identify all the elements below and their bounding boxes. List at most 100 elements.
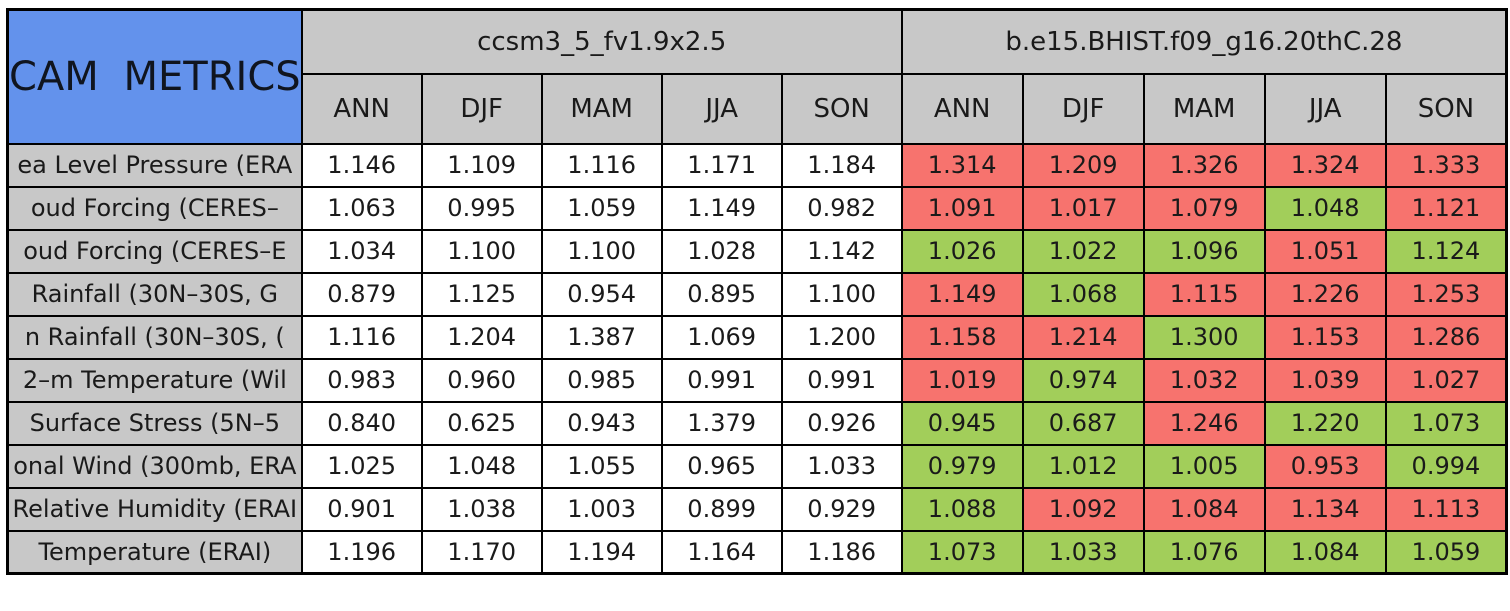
metric-row-label: Temperature (ERAI) [6, 529, 303, 575]
cam-metrics-table-wrap: CAM METRICS ccsm3_5_fv1.9x2.5 b.e15.BHIS… [6, 8, 1509, 575]
metric-value-cell: 1.063 [300, 185, 423, 231]
metric-value-cell: 1.200 [780, 314, 903, 360]
model-header-1: ccsm3_5_fv1.9x2.5 [300, 8, 903, 75]
metric-value-cell: 1.158 [900, 314, 1024, 360]
metric-value-cell: 1.113 [1384, 486, 1508, 532]
metric-value-cell: 0.954 [540, 271, 663, 317]
metric-value-cell: 1.100 [540, 228, 663, 274]
metric-value-cell: 1.204 [420, 314, 543, 360]
metric-value-cell: 1.186 [780, 529, 903, 575]
metric-value-cell: 1.116 [300, 314, 423, 360]
metric-value-cell: 0.985 [540, 357, 663, 403]
metric-value-cell: 0.879 [300, 271, 423, 317]
metric-row-label: oud Forcing (CERES– [6, 185, 303, 231]
metric-value-cell: 1.079 [1142, 185, 1266, 231]
metric-value-cell: 1.379 [660, 400, 783, 446]
metric-row: Surface Stress (5N–5 0.840 0.625 0.943 1… [6, 400, 1508, 446]
metric-value-cell: 0.991 [660, 357, 783, 403]
metric-row-label: Surface Stress (5N–5 [6, 400, 303, 446]
metric-value-cell: 1.038 [420, 486, 543, 532]
metric-value-cell: 0.953 [1263, 443, 1387, 489]
metric-value-cell: 0.687 [1021, 400, 1145, 446]
metric-value-cell: 1.003 [540, 486, 663, 532]
metric-value-cell: 1.220 [1263, 400, 1387, 446]
metric-value-cell: 0.625 [420, 400, 543, 446]
metric-row-label: ea Level Pressure (ERA [6, 142, 303, 188]
model-header-row: CAM METRICS ccsm3_5_fv1.9x2.5 b.e15.BHIS… [6, 8, 1508, 145]
table-title: CAM METRICS [6, 8, 303, 145]
season-header-mam-2: MAM [1142, 72, 1266, 145]
season-header-djf-2: DJF [1021, 72, 1145, 145]
metric-value-cell: 1.019 [900, 357, 1024, 403]
metric-value-cell: 1.121 [1384, 185, 1508, 231]
metric-row-label: 2–m Temperature (Wil [6, 357, 303, 403]
metric-value-cell: 1.109 [420, 142, 543, 188]
metric-value-cell: 1.209 [1021, 142, 1145, 188]
metric-row: Rainfall (30N–30S, G 0.879 1.125 0.954 0… [6, 271, 1508, 317]
metric-value-cell: 0.983 [300, 357, 423, 403]
metric-value-cell: 0.899 [660, 486, 783, 532]
metric-value-cell: 1.091 [900, 185, 1024, 231]
metric-value-cell: 0.840 [300, 400, 423, 446]
metric-value-cell: 1.051 [1263, 228, 1387, 274]
metric-value-cell: 0.926 [780, 400, 903, 446]
metric-value-cell: 1.153 [1263, 314, 1387, 360]
metric-value-cell: 1.059 [540, 185, 663, 231]
metric-value-cell: 0.979 [900, 443, 1024, 489]
metric-value-cell: 1.088 [900, 486, 1024, 532]
metric-row-label: n Rainfall (30N–30S, ( [6, 314, 303, 360]
metric-value-cell: 1.059 [1384, 529, 1508, 575]
metric-value-cell: 0.945 [900, 400, 1024, 446]
metric-value-cell: 0.929 [780, 486, 903, 532]
metric-row-label: Rainfall (30N–30S, G [6, 271, 303, 317]
metric-value-cell: 0.895 [660, 271, 783, 317]
season-header-son-2: SON [1384, 72, 1508, 145]
metric-value-cell: 1.017 [1021, 185, 1145, 231]
metric-value-cell: 1.055 [540, 443, 663, 489]
metric-value-cell: 1.115 [1142, 271, 1266, 317]
metric-value-cell: 1.164 [660, 529, 783, 575]
metric-value-cell: 1.286 [1384, 314, 1508, 360]
metric-value-cell: 1.226 [1263, 271, 1387, 317]
metric-value-cell: 1.084 [1142, 486, 1266, 532]
metric-value-cell: 1.125 [420, 271, 543, 317]
metric-value-cell: 0.943 [540, 400, 663, 446]
metric-value-cell: 1.084 [1263, 529, 1387, 575]
metric-value-cell: 1.069 [660, 314, 783, 360]
metric-row: ea Level Pressure (ERA 1.146 1.109 1.116… [6, 142, 1508, 188]
metric-row: oud Forcing (CERES– 1.063 0.995 1.059 1.… [6, 185, 1508, 231]
season-header-jja-2: JJA [1263, 72, 1387, 145]
metric-value-cell: 1.170 [420, 529, 543, 575]
metric-value-cell: 1.012 [1021, 443, 1145, 489]
metric-row: onal Wind (300mb, ERA 1.025 1.048 1.055 … [6, 443, 1508, 489]
metric-value-cell: 1.092 [1021, 486, 1145, 532]
metric-value-cell: 1.073 [1384, 400, 1508, 446]
metric-row: n Rainfall (30N–30S, ( 1.116 1.204 1.387… [6, 314, 1508, 360]
metric-value-cell: 1.025 [300, 443, 423, 489]
season-header-row: ANN DJF MAM JJA SON ANN DJF MAM JJA SON [8, 72, 1508, 145]
metric-value-cell: 0.965 [660, 443, 783, 489]
metric-value-cell: 1.027 [1384, 357, 1508, 403]
season-header-jja-1: JJA [660, 72, 783, 145]
metric-value-cell: 0.991 [780, 357, 903, 403]
metric-value-cell: 1.048 [1263, 185, 1387, 231]
metric-row: oud Forcing (CERES–E 1.034 1.100 1.100 1… [6, 228, 1508, 274]
metric-value-cell: 1.033 [780, 443, 903, 489]
metric-value-cell: 1.022 [1021, 228, 1145, 274]
metric-value-cell: 1.005 [1142, 443, 1266, 489]
metric-value-cell: 0.960 [420, 357, 543, 403]
metric-value-cell: 1.149 [660, 185, 783, 231]
metric-value-cell: 1.314 [900, 142, 1024, 188]
metric-value-cell: 1.116 [540, 142, 663, 188]
metric-value-cell: 1.194 [540, 529, 663, 575]
metric-row: Temperature (ERAI) 1.196 1.170 1.194 1.1… [6, 529, 1508, 575]
metric-value-cell: 1.142 [780, 228, 903, 274]
metric-value-cell: 1.100 [420, 228, 543, 274]
metric-value-cell: 1.214 [1021, 314, 1145, 360]
metric-value-cell: 1.171 [660, 142, 783, 188]
metric-value-cell: 0.974 [1021, 357, 1145, 403]
metric-value-cell: 0.901 [300, 486, 423, 532]
metric-value-cell: 1.033 [1021, 529, 1145, 575]
season-header-djf-1: DJF [420, 72, 543, 145]
metric-value-cell: 1.096 [1142, 228, 1266, 274]
